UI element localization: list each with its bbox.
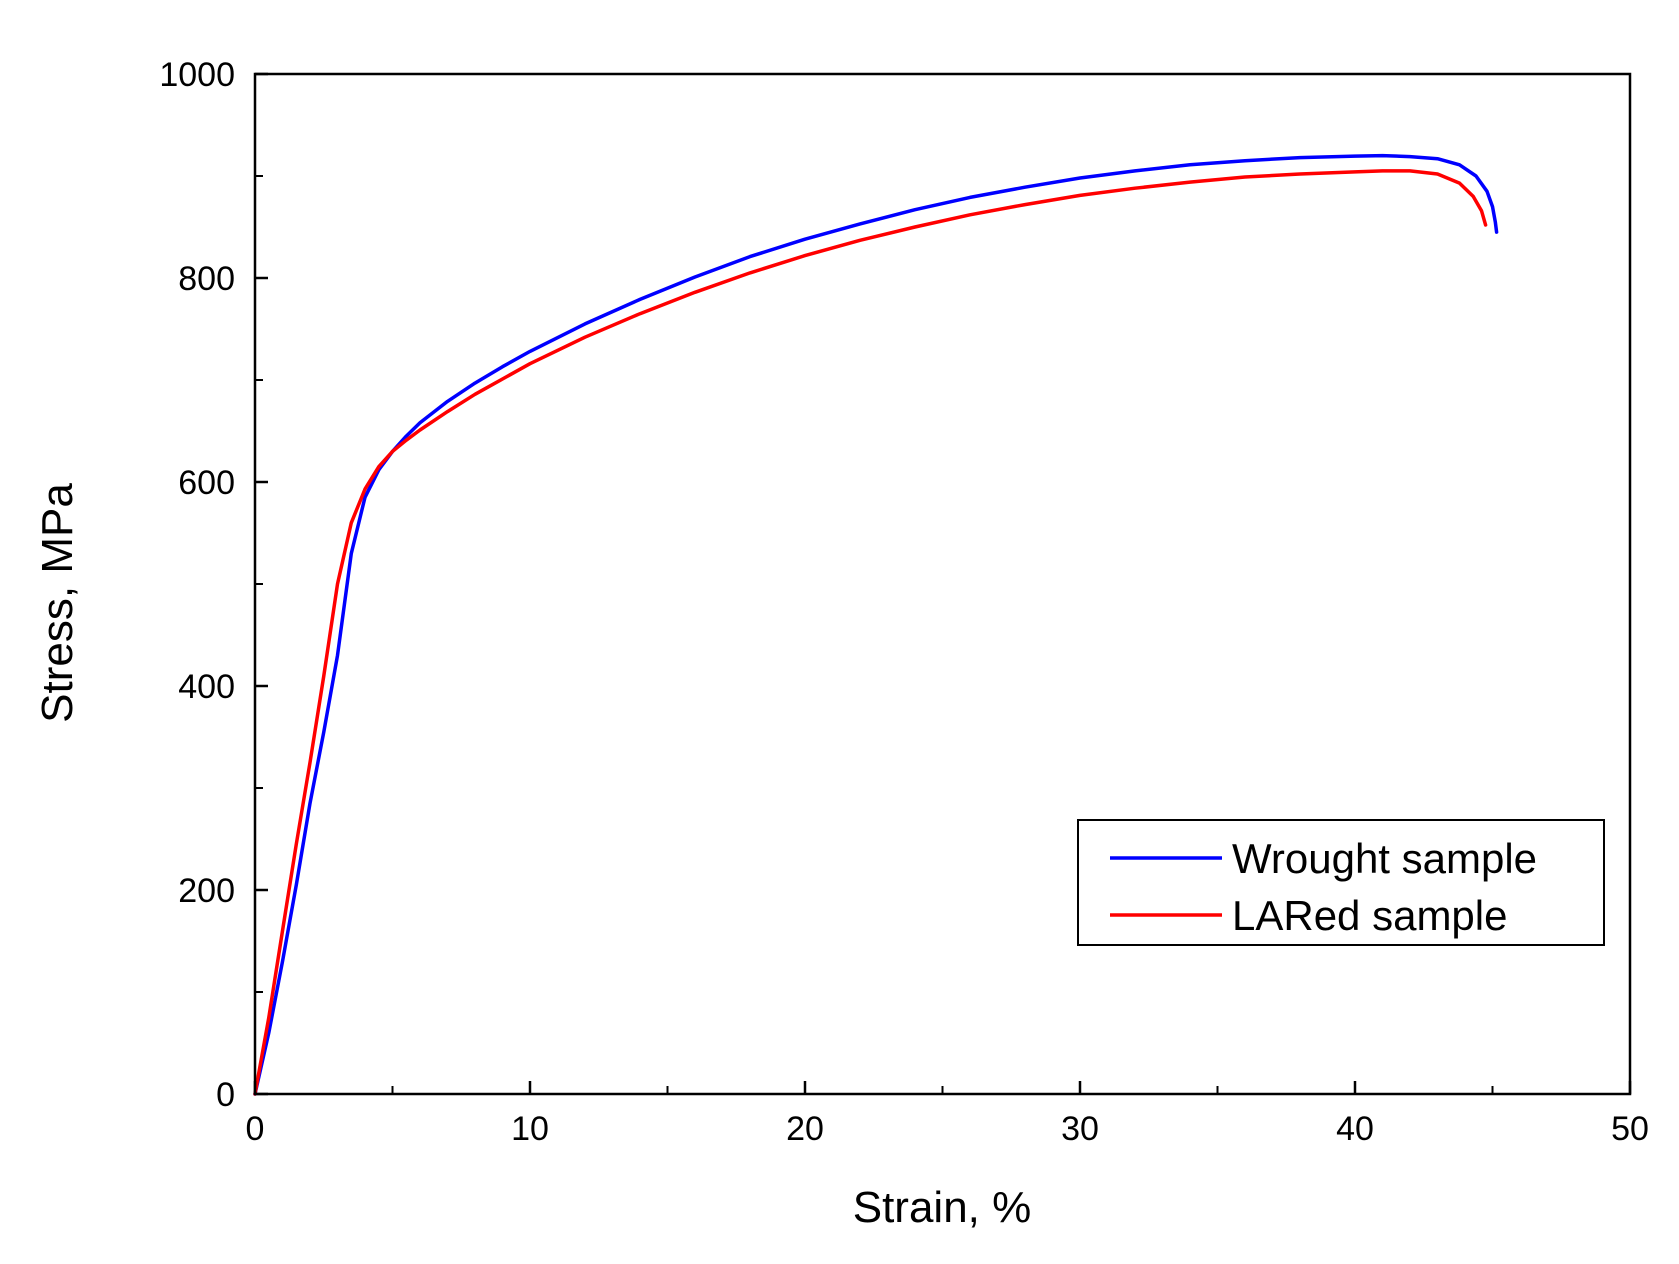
axis-tick-labels: 0 10 20 30 40 50 0 200 400 600 800 1000 [159, 56, 1649, 1148]
y-tick-label: 0 [216, 1076, 235, 1114]
x-tick-label: 50 [1611, 1110, 1649, 1148]
x-tick-label: 20 [786, 1110, 824, 1148]
legend-box [1077, 819, 1605, 946]
series-line-0 [253, 153, 1499, 1096]
legend: Wrought sample LARed sample [1077, 819, 1605, 946]
y-tick-label: 600 [178, 464, 235, 502]
y-tick-label: 200 [178, 872, 235, 910]
legend-label-lared: LARed sample [1232, 892, 1507, 939]
x-tick-label: 30 [1061, 1110, 1099, 1148]
axis-ticks [253, 72, 1632, 1096]
series-layer [253, 153, 1499, 1096]
series-line-1 [253, 169, 1488, 1096]
legend-label-wrought: Wrought sample [1232, 835, 1537, 882]
x-tick-label: 40 [1336, 1110, 1374, 1148]
y-tick-label: 400 [178, 668, 235, 706]
y-axis-title: Stress, MPa [33, 483, 82, 723]
x-axis-title: Strain, % [853, 1183, 1032, 1232]
y-tick-label: 1000 [159, 56, 235, 94]
x-tick-label: 0 [246, 1110, 265, 1148]
x-tick-label: 10 [511, 1110, 549, 1148]
y-tick-label: 800 [178, 260, 235, 298]
